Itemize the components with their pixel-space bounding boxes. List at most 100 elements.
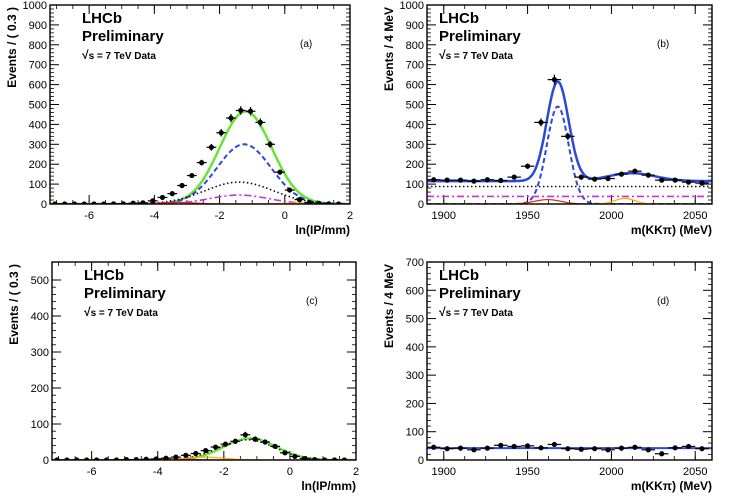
curve-total bbox=[50, 110, 350, 204]
y-tick-label: 600 bbox=[406, 285, 424, 297]
x-tick-label: 2050 bbox=[683, 210, 707, 222]
y-axis-title: Events / ( 0.3 ) bbox=[5, 7, 19, 88]
y-tick-label: 700 bbox=[406, 60, 424, 72]
curve-orange-component bbox=[52, 456, 356, 460]
curves bbox=[50, 110, 350, 204]
data-point bbox=[672, 445, 678, 451]
y-tick-label: 200 bbox=[31, 383, 49, 395]
x-tick-label: 1950 bbox=[515, 466, 539, 478]
data-point bbox=[605, 175, 611, 182]
panel-b: 0 100 200 300 400 500 600 700 800 900 1000 1900 1950… bbox=[382, 0, 713, 237]
y-tick-label: 200 bbox=[406, 159, 424, 171]
experiment-label: LHCb bbox=[439, 267, 479, 284]
curve-background bbox=[52, 439, 356, 460]
data-point bbox=[618, 445, 625, 451]
experiment-label: LHCb bbox=[84, 267, 124, 284]
status-label: Preliminary bbox=[82, 28, 164, 45]
y-axis-title: Events / 4 MeV bbox=[382, 7, 396, 91]
data-point bbox=[272, 443, 278, 449]
data-point bbox=[262, 439, 268, 445]
panel-tag: (c) bbox=[306, 296, 318, 307]
status-label: Preliminary bbox=[439, 28, 521, 45]
y-tick-label: 0 bbox=[41, 199, 47, 211]
y-tick-label: 0 bbox=[43, 455, 49, 467]
y-tick-label: 900 bbox=[406, 20, 424, 32]
y-tick-label: 900 bbox=[29, 20, 47, 32]
data-point bbox=[282, 450, 288, 456]
data-point bbox=[632, 444, 638, 450]
data-point bbox=[645, 447, 651, 453]
data-description: √s = 7 TeV Data bbox=[84, 305, 158, 319]
data-description-text: s = 7 TeV Data bbox=[446, 308, 514, 319]
data-point bbox=[222, 441, 229, 447]
data-point bbox=[592, 446, 598, 452]
data-point bbox=[632, 168, 638, 174]
data-point bbox=[306, 200, 312, 204]
sqrt-symbol: √ bbox=[82, 48, 89, 62]
data-point bbox=[169, 191, 175, 197]
data-points bbox=[52, 431, 350, 460]
data-point bbox=[524, 163, 531, 169]
experiment-label: LHCb bbox=[439, 10, 479, 27]
data-point bbox=[618, 171, 625, 177]
y-tick-label: 0 bbox=[418, 199, 424, 211]
data-point bbox=[484, 445, 490, 451]
y-tick-label: 500 bbox=[29, 100, 47, 112]
data-point bbox=[685, 179, 692, 185]
y-tick-label: 500 bbox=[406, 314, 424, 326]
data-description-text: s = 7 TeV Data bbox=[89, 51, 157, 62]
data-point bbox=[457, 177, 464, 183]
data-point bbox=[212, 444, 219, 450]
data-point bbox=[484, 177, 490, 183]
data-point bbox=[524, 443, 531, 449]
data-description-text: s = 7 TeV Data bbox=[446, 51, 514, 62]
y-tick-label: 300 bbox=[29, 139, 47, 151]
plot-frame bbox=[426, 4, 713, 205]
curve-total bbox=[427, 80, 712, 183]
data-points bbox=[50, 106, 344, 204]
data-point bbox=[498, 177, 504, 184]
experiment-label: LHCb bbox=[82, 10, 122, 27]
panel-c: 0 100 200 300 400 500 -6 -4 -2 0 2ln(IP/mm) Events … bbox=[7, 261, 359, 493]
x-axis-title: m(KKπ) (MeV) bbox=[631, 223, 712, 237]
y-tick-label: 100 bbox=[406, 179, 424, 191]
x-axis-title: ln(IP/mm) bbox=[295, 223, 350, 237]
data-point bbox=[208, 144, 215, 150]
x-tick-label: -2 bbox=[219, 466, 229, 478]
data-point bbox=[238, 107, 244, 114]
data-point bbox=[511, 174, 517, 180]
data-description: √s = 7 TeV Data bbox=[82, 48, 156, 62]
data-point bbox=[257, 119, 263, 126]
y-tick-label: 600 bbox=[29, 80, 47, 92]
data-point bbox=[302, 455, 308, 460]
data-point bbox=[173, 454, 179, 460]
data-point bbox=[312, 457, 318, 460]
x-tick-label: -4 bbox=[153, 466, 163, 478]
data-point bbox=[471, 447, 477, 453]
x-tick-label: 0 bbox=[282, 210, 288, 222]
data-point bbox=[444, 446, 450, 452]
x-axis-title: m(KKπ) (MeV) bbox=[631, 479, 712, 493]
curve-signal bbox=[50, 143, 350, 204]
y-tick-label: 700 bbox=[406, 257, 424, 269]
data-description: √s = 7 TeV Data bbox=[439, 48, 513, 62]
y-tick-label: 400 bbox=[406, 342, 424, 354]
curve-orange-component bbox=[50, 202, 350, 204]
plot-frame bbox=[426, 261, 713, 461]
data-point bbox=[199, 160, 205, 166]
y-tick-label: 100 bbox=[406, 427, 424, 439]
data-point bbox=[252, 436, 258, 442]
y-tick-label: 0 bbox=[418, 455, 424, 467]
data-point bbox=[247, 108, 254, 114]
y-axis-title: Events / ( 0.3 ) bbox=[7, 264, 21, 345]
data-point bbox=[659, 177, 665, 183]
y-tick-label: 600 bbox=[406, 80, 424, 92]
y-tick-label: 1000 bbox=[23, 0, 47, 12]
data-point bbox=[179, 182, 185, 189]
x-tick-label: 2050 bbox=[683, 466, 707, 478]
data-point bbox=[292, 453, 298, 459]
data-point bbox=[444, 177, 450, 183]
sqrt-symbol: √ bbox=[439, 305, 446, 319]
